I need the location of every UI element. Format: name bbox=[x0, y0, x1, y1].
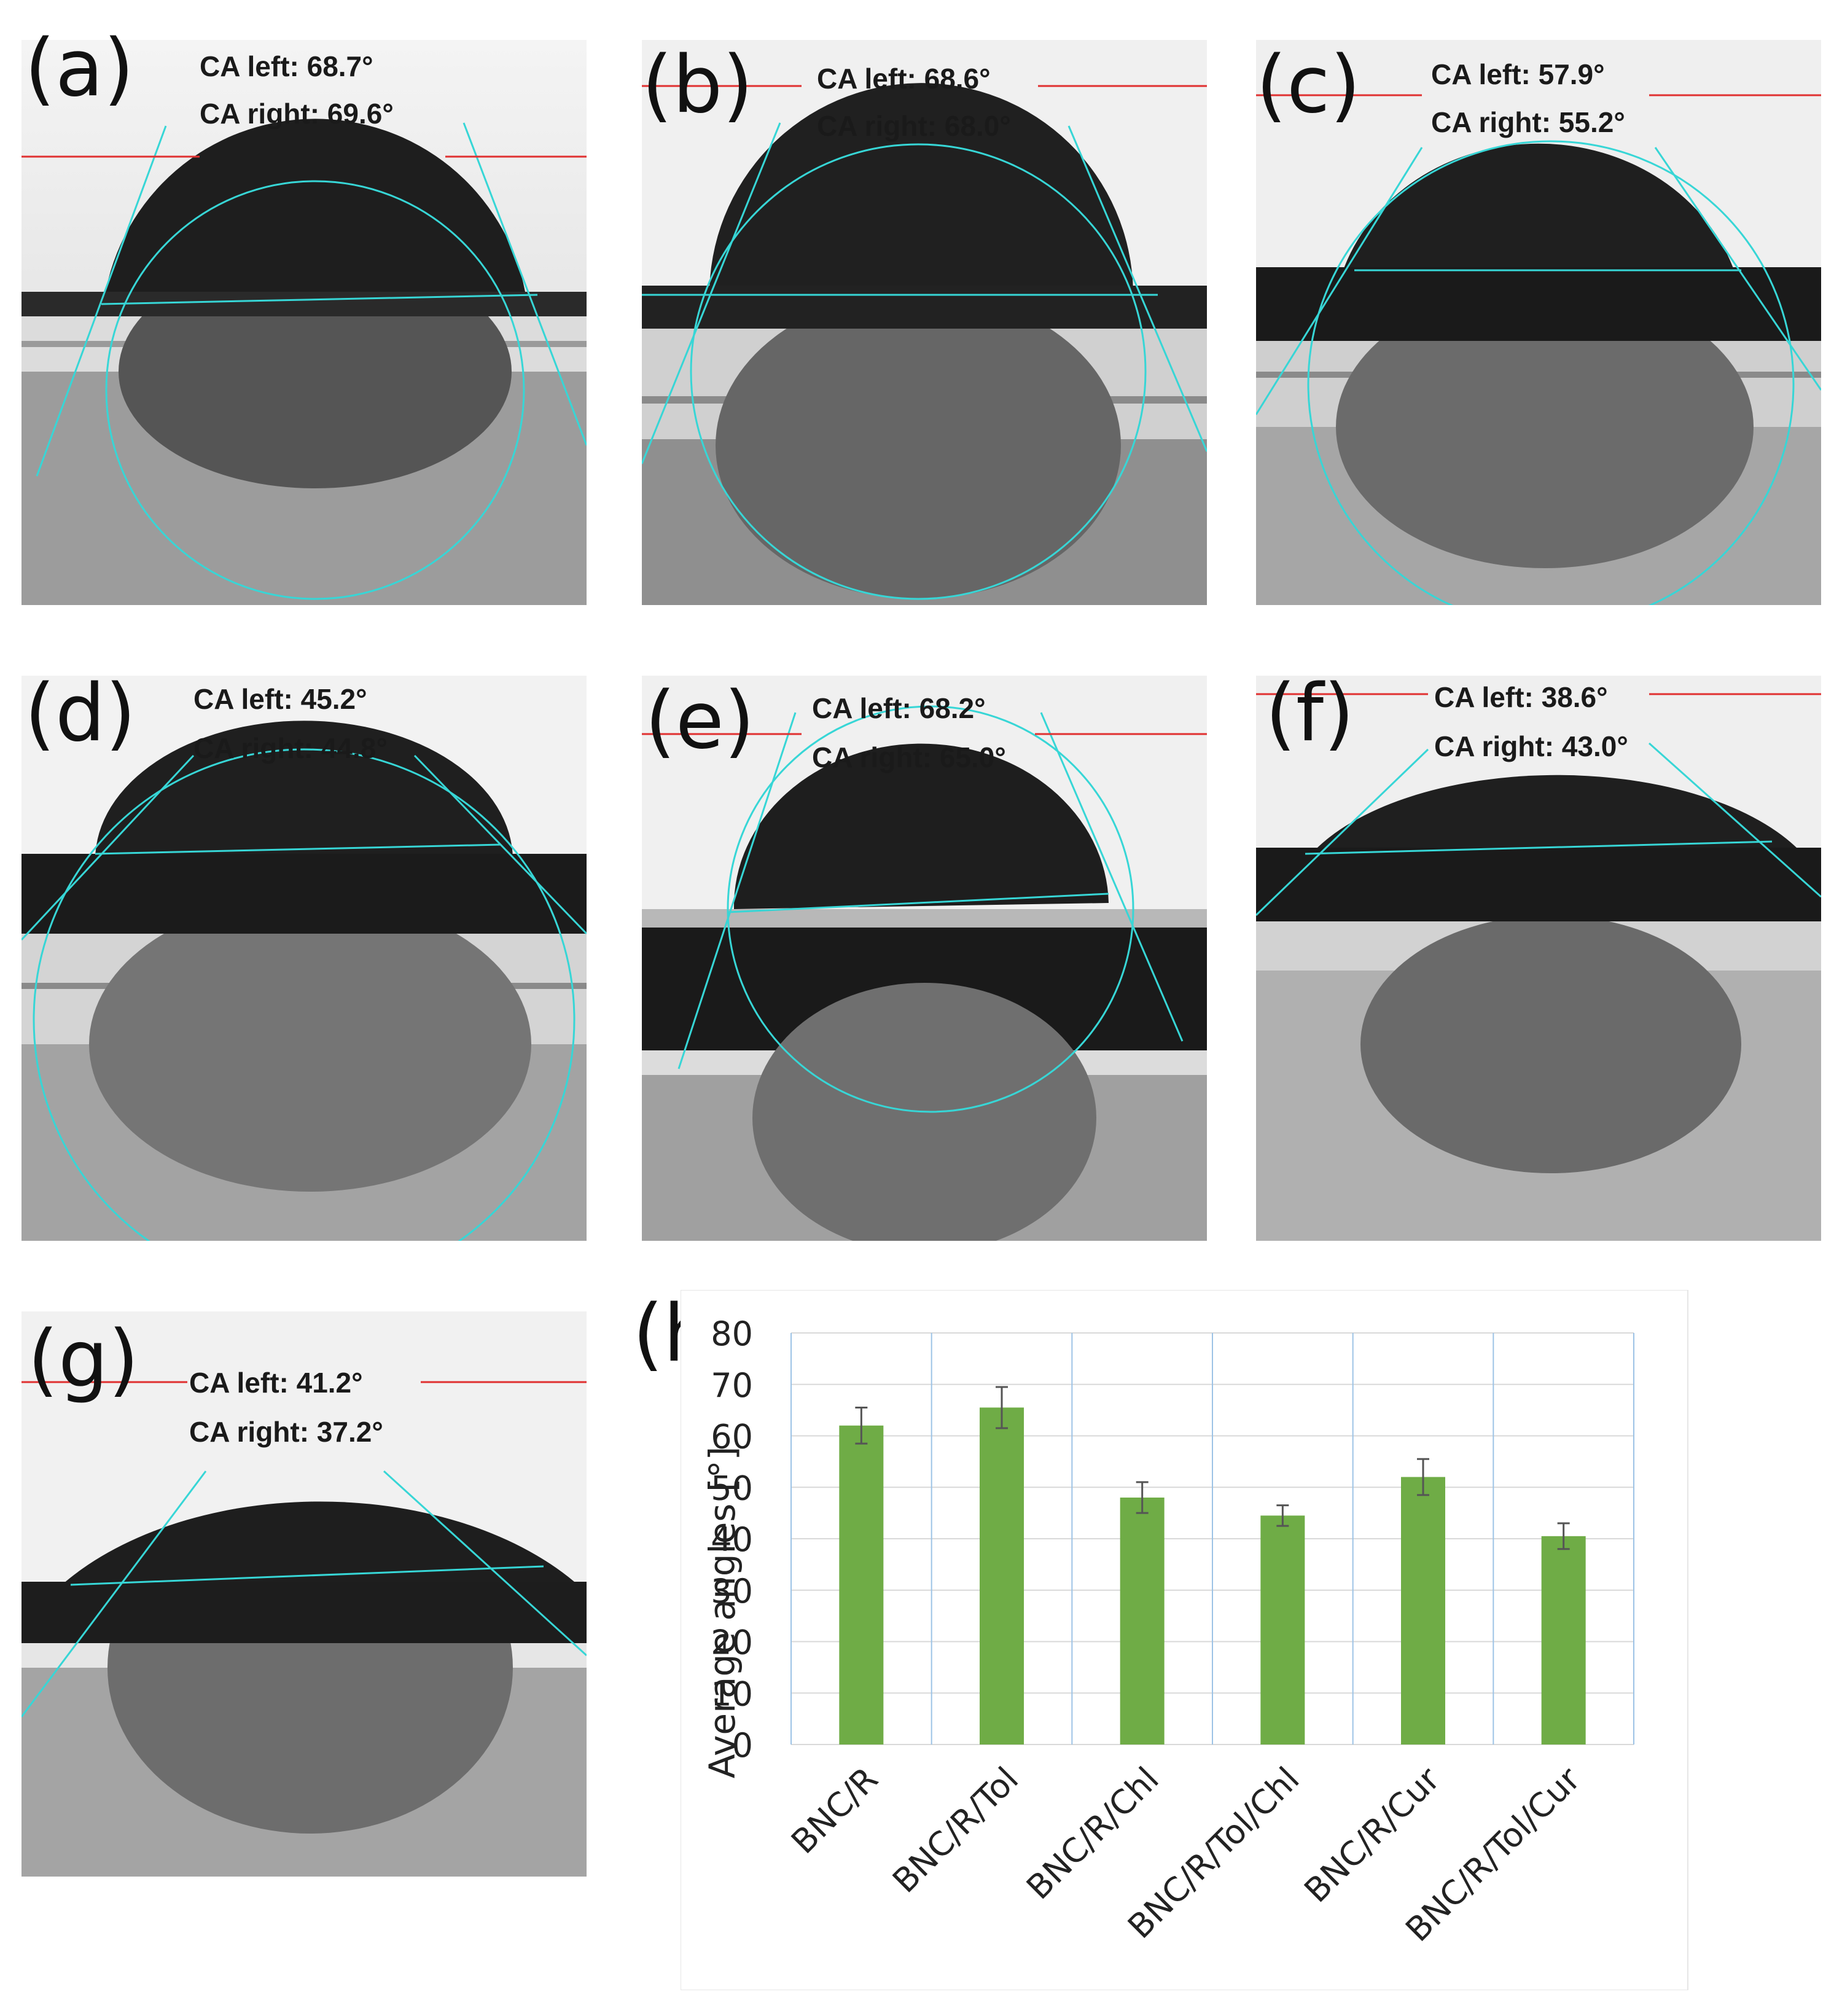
bar-bnc-r-tol-cur bbox=[1541, 1536, 1586, 1744]
panel-label-b: (b) bbox=[642, 39, 754, 131]
panel-label-c: (c) bbox=[1256, 39, 1361, 131]
ca-right-e: CA right: 65.0° bbox=[812, 741, 1006, 773]
vertical-gridlines bbox=[790, 1333, 1634, 1744]
y-tick-label: 40 bbox=[711, 1520, 753, 1559]
bar-bnc-r-cur bbox=[1401, 1477, 1445, 1744]
y-tick-label: 50 bbox=[711, 1469, 753, 1507]
error-bars bbox=[855, 1386, 1570, 1550]
error-bar bbox=[855, 1406, 868, 1445]
droplet-image-f bbox=[1256, 676, 1821, 1241]
droplet-image-b bbox=[642, 40, 1207, 605]
bar-bnc-r-tol-chl bbox=[1260, 1515, 1305, 1744]
error-bar bbox=[1417, 1458, 1429, 1496]
bar-bnc-r-tol bbox=[980, 1407, 1024, 1744]
y-tick-labels: 0 10 20 30 40 50 60 70 80 bbox=[711, 1315, 753, 1765]
y-tick-label: 80 bbox=[711, 1315, 753, 1353]
droplet-image-g bbox=[21, 1311, 587, 1877]
y-tick-label: 70 bbox=[711, 1366, 753, 1405]
ca-left-c: CA left: 57.9° bbox=[1431, 58, 1605, 90]
error-bar bbox=[1136, 1481, 1149, 1514]
ca-right-d: CA right: 44.8° bbox=[193, 732, 388, 764]
ca-left-e: CA left: 68.2° bbox=[812, 692, 986, 724]
panel-label-a: (a) bbox=[25, 23, 135, 114]
droplet-image-c bbox=[1256, 40, 1821, 605]
error-bar bbox=[996, 1386, 1008, 1429]
error-bar bbox=[1557, 1522, 1570, 1550]
y-tick-label: 0 bbox=[732, 1726, 753, 1765]
ca-left-b: CA left: 68.6° bbox=[817, 63, 991, 95]
error-bar bbox=[1276, 1504, 1289, 1527]
droplet-image-d bbox=[21, 676, 587, 1241]
y-axis-label: Average angles [°] bbox=[701, 1447, 743, 1778]
bar-bnc-r bbox=[839, 1425, 884, 1744]
y-tick-label: 60 bbox=[711, 1418, 753, 1456]
droplet-image-a bbox=[21, 40, 587, 605]
ca-right-f: CA right: 43.0° bbox=[1434, 730, 1628, 762]
panel-label-g: (g) bbox=[28, 1314, 139, 1405]
bars bbox=[839, 1407, 1586, 1744]
y-tick-label: 20 bbox=[711, 1623, 753, 1662]
y-tick-label: 30 bbox=[711, 1572, 753, 1611]
ca-right-g: CA right: 37.2° bbox=[189, 1416, 383, 1448]
ca-right-a: CA right: 69.6° bbox=[200, 98, 394, 130]
y-tick-label: 10 bbox=[711, 1674, 753, 1713]
ca-right-c: CA right: 55.2° bbox=[1431, 106, 1625, 138]
ca-left-g: CA left: 41.2° bbox=[189, 1367, 363, 1399]
panel-label-d: (d) bbox=[25, 668, 136, 759]
bar-bnc-r-chl bbox=[1120, 1498, 1165, 1744]
ca-left-f: CA left: 38.6° bbox=[1434, 681, 1608, 713]
ca-left-d: CA left: 45.2° bbox=[193, 683, 367, 715]
droplet-image-e bbox=[642, 676, 1207, 1241]
ca-left-a: CA left: 68.7° bbox=[200, 50, 373, 82]
bar-chart: 0 10 20 30 40 50 60 70 80 BNC/R BNC/R/Tol BNC/R/Ch… bbox=[680, 1289, 1700, 1993]
panel-label-f: (f) bbox=[1265, 668, 1354, 759]
ca-right-b: CA right: 68.0° bbox=[817, 110, 1011, 142]
panel-label-e: (e) bbox=[645, 675, 755, 767]
